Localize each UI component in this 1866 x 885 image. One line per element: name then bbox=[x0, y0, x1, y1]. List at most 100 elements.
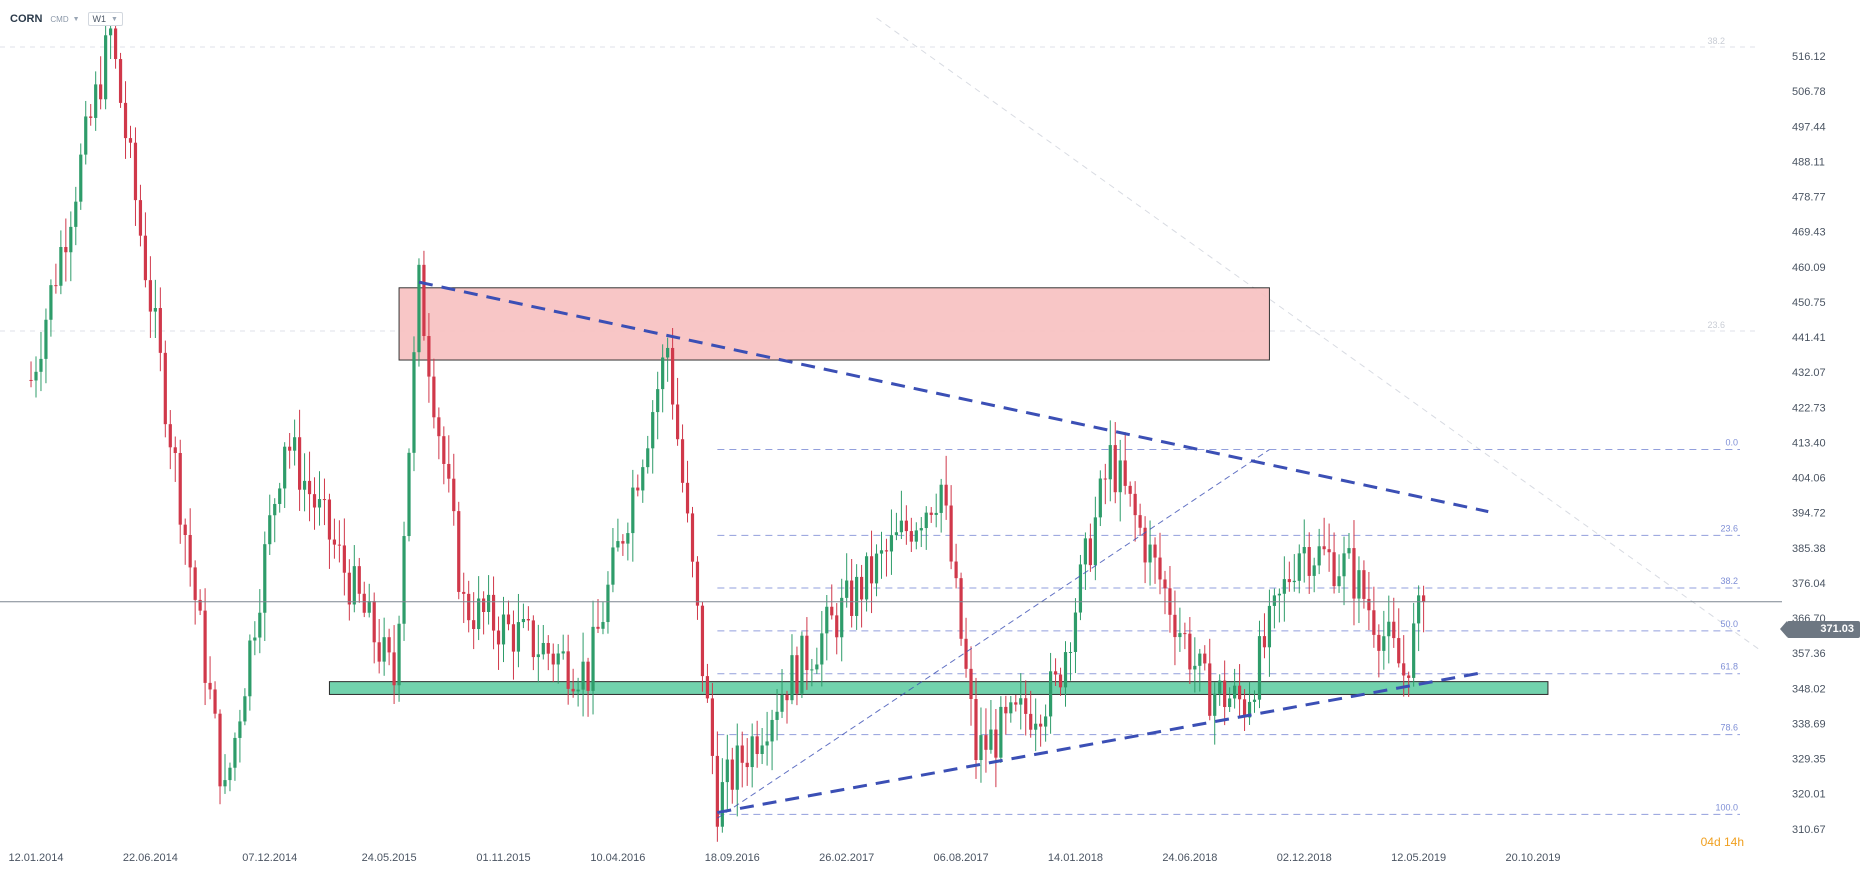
x-tick-label: 10.04.2016 bbox=[590, 852, 645, 864]
candle-body bbox=[1367, 598, 1371, 611]
candle-body bbox=[1342, 553, 1346, 577]
candle-body bbox=[233, 737, 237, 768]
candle-body bbox=[700, 605, 705, 677]
candle-body bbox=[302, 480, 307, 490]
candle-body bbox=[795, 655, 799, 694]
candle-body bbox=[591, 626, 595, 691]
candle-body bbox=[860, 576, 864, 600]
y-tick-label: 422.73 bbox=[1792, 402, 1826, 414]
candle-body bbox=[1123, 460, 1127, 486]
candle-body bbox=[666, 347, 670, 358]
y-tick-label: 450.75 bbox=[1792, 297, 1826, 309]
candle-body bbox=[556, 653, 560, 665]
candle-body bbox=[273, 503, 277, 516]
candle-body bbox=[337, 544, 341, 546]
candle-body bbox=[312, 494, 317, 508]
candle-body bbox=[780, 694, 784, 712]
candle-body bbox=[322, 499, 327, 501]
source-selector[interactable]: CMD ▼ bbox=[50, 15, 79, 24]
candle-body bbox=[830, 606, 834, 616]
candle-body bbox=[765, 741, 769, 746]
candle-body bbox=[1223, 680, 1227, 708]
candle-body bbox=[123, 102, 128, 139]
candle-body bbox=[412, 352, 416, 453]
x-tick-label: 24.06.2018 bbox=[1162, 852, 1217, 864]
candle-body bbox=[1272, 595, 1277, 606]
symbol-label[interactable]: CORN bbox=[10, 13, 43, 25]
resistance-zone[interactable] bbox=[398, 287, 1270, 361]
candle-body bbox=[889, 535, 894, 552]
candle-body bbox=[1178, 633, 1182, 638]
candle-body bbox=[347, 572, 351, 605]
timeframe-selector[interactable]: W1 ▼ bbox=[87, 12, 123, 26]
candle-body bbox=[173, 447, 177, 454]
y-tick-label: 320.01 bbox=[1792, 789, 1826, 801]
candle-body bbox=[99, 84, 103, 100]
candle-body bbox=[671, 347, 675, 405]
candle-body bbox=[352, 566, 356, 605]
candle-body bbox=[397, 623, 401, 686]
candle-body bbox=[1024, 698, 1028, 714]
candle-body bbox=[531, 620, 535, 658]
candle-body bbox=[1048, 671, 1053, 717]
candle-body bbox=[1228, 698, 1232, 708]
candle-body bbox=[367, 601, 371, 613]
candle-body bbox=[223, 780, 227, 787]
candle-body bbox=[944, 484, 948, 506]
candle-body bbox=[581, 661, 585, 690]
candle-body bbox=[845, 580, 849, 598]
candle-body bbox=[840, 597, 844, 638]
candle-body bbox=[1113, 445, 1117, 493]
fib-level-label: 100.0 bbox=[1715, 802, 1738, 812]
candle-body bbox=[307, 480, 312, 495]
candle-body bbox=[422, 264, 426, 337]
candle-body bbox=[218, 713, 222, 787]
candle-body bbox=[357, 566, 361, 594]
candle-body bbox=[989, 729, 993, 750]
timeframe-label: W1 bbox=[92, 14, 107, 24]
ascending-trendline[interactable] bbox=[717, 671, 1479, 815]
candle-body bbox=[785, 694, 789, 701]
candle-body bbox=[760, 745, 764, 754]
candle-body bbox=[263, 544, 267, 613]
y-tick-label: 497.44 bbox=[1792, 121, 1826, 133]
y-tick-label: 460.09 bbox=[1792, 262, 1826, 274]
candle-body bbox=[392, 652, 396, 686]
candle-body bbox=[621, 541, 625, 544]
candle-body bbox=[39, 358, 43, 372]
candle-body bbox=[894, 532, 899, 536]
candle-body bbox=[710, 698, 714, 756]
y-tick-label: 469.43 bbox=[1792, 227, 1826, 239]
y-tick-label: 329.35 bbox=[1792, 754, 1826, 766]
candle-body bbox=[138, 200, 143, 236]
candle-body bbox=[417, 264, 421, 353]
candle-body bbox=[521, 618, 526, 623]
candle-body bbox=[74, 201, 78, 227]
candle-body bbox=[1247, 701, 1252, 718]
candle-body bbox=[511, 624, 516, 652]
candle-body bbox=[685, 482, 690, 514]
candle-body bbox=[1188, 633, 1192, 670]
x-tick-label: 22.06.2014 bbox=[123, 852, 178, 864]
candle-body bbox=[1377, 634, 1381, 651]
candle-body bbox=[651, 412, 655, 449]
support-zone[interactable] bbox=[328, 681, 1549, 695]
candle-body bbox=[745, 762, 749, 768]
candle-body bbox=[467, 593, 471, 621]
candle-body bbox=[1382, 636, 1386, 651]
y-tick-label: 385.38 bbox=[1792, 543, 1826, 555]
candle-body bbox=[631, 487, 635, 534]
candle-body bbox=[705, 676, 710, 699]
candle-body bbox=[447, 463, 451, 479]
y-tick-label: 516.12 bbox=[1792, 51, 1826, 63]
candle-body bbox=[1252, 699, 1257, 702]
candle-body bbox=[1412, 623, 1416, 678]
candle-body bbox=[288, 446, 292, 451]
candle-body bbox=[54, 285, 58, 287]
y-tick-label: 506.78 bbox=[1792, 86, 1826, 98]
candle-body bbox=[407, 452, 411, 537]
candle-body bbox=[939, 484, 943, 513]
candle-body bbox=[1267, 605, 1272, 648]
candle-body bbox=[178, 453, 182, 525]
